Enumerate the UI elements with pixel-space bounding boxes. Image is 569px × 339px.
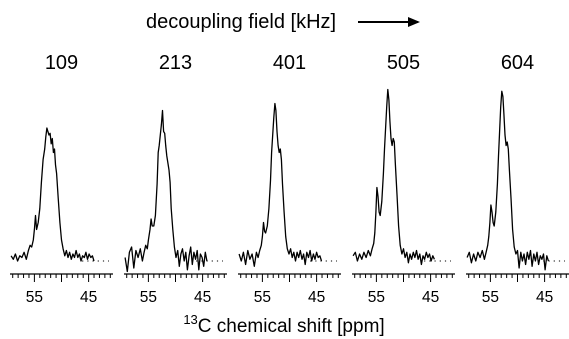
panel-label: 213 xyxy=(159,52,192,74)
x-tick-label: 45 xyxy=(536,289,553,306)
x-tick-label: 55 xyxy=(254,289,271,306)
panel-label: 505 xyxy=(387,52,420,74)
spectrum-panels: 109 55 45 213 55 45 401 55 45 505 55 45 604 55 45 xyxy=(10,52,569,306)
x-tick-label: 45 xyxy=(80,289,97,306)
spectrum-panel: 401 55 45 xyxy=(238,52,341,306)
x-tick-label: 55 xyxy=(368,289,385,306)
x-tick-label: 45 xyxy=(422,289,439,306)
spectrum-line xyxy=(238,102,323,267)
spectrum-panel: 109 55 45 xyxy=(10,52,113,306)
spectrum-panel: 604 55 45 xyxy=(466,52,569,306)
x-tick-label: 45 xyxy=(308,289,325,306)
x-axis-label-text: C chemical shift [ppm] xyxy=(198,316,385,337)
x-tick-label: 45 xyxy=(194,289,211,306)
decoupling-field-header: decoupling field [kHz] xyxy=(146,11,336,33)
panel-label: 109 xyxy=(45,52,78,74)
spectrum-line xyxy=(124,109,208,273)
x-tick-label: 55 xyxy=(26,289,43,306)
spectrum-line xyxy=(466,90,550,271)
spectrum-panel: 213 55 45 xyxy=(124,52,227,306)
x-tick-label: 55 xyxy=(140,289,157,306)
x-axis-label-isotope: 13 xyxy=(183,312,197,327)
spectrum-line xyxy=(352,88,435,266)
spectrum-line xyxy=(10,127,95,262)
panel-label: 401 xyxy=(273,52,306,74)
panel-label: 604 xyxy=(501,52,534,74)
spectrum-panel: 505 55 45 xyxy=(352,52,455,306)
x-tick-label: 55 xyxy=(482,289,499,306)
x-axis-label: 13C chemical shift [ppm] xyxy=(183,312,384,337)
